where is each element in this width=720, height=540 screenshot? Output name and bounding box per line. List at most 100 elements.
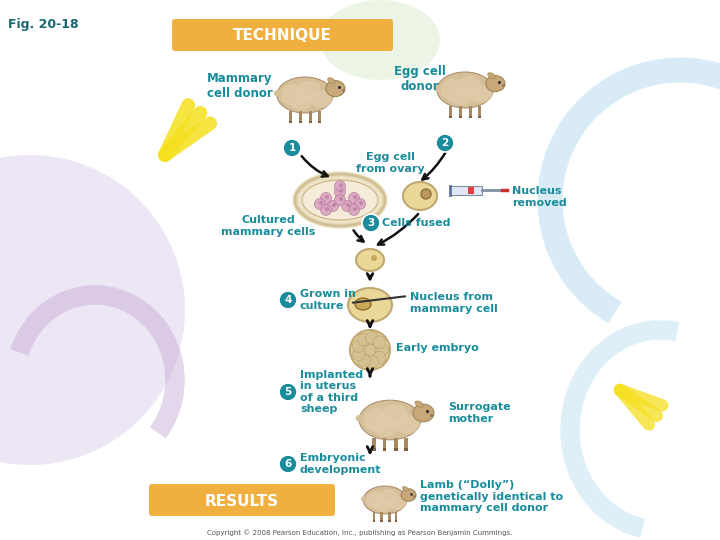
Bar xyxy=(388,512,390,521)
Circle shape xyxy=(376,343,389,356)
Ellipse shape xyxy=(355,298,371,310)
Bar xyxy=(459,116,462,118)
Ellipse shape xyxy=(320,0,440,80)
Circle shape xyxy=(320,192,331,204)
Ellipse shape xyxy=(302,180,378,220)
Circle shape xyxy=(348,205,359,215)
Ellipse shape xyxy=(373,417,398,437)
Circle shape xyxy=(339,189,343,193)
Circle shape xyxy=(325,195,329,199)
Text: Early embryo: Early embryo xyxy=(396,343,479,353)
Bar xyxy=(372,448,376,451)
Text: Embryonic
development: Embryonic development xyxy=(300,453,382,475)
Ellipse shape xyxy=(328,78,335,84)
Circle shape xyxy=(353,207,357,211)
Circle shape xyxy=(339,183,343,187)
Circle shape xyxy=(373,336,386,349)
Bar xyxy=(395,512,397,521)
Bar xyxy=(383,437,387,450)
Bar xyxy=(468,187,474,194)
Ellipse shape xyxy=(381,404,408,427)
Circle shape xyxy=(341,200,353,212)
Bar xyxy=(450,186,482,195)
Circle shape xyxy=(315,199,325,210)
FancyBboxPatch shape xyxy=(172,19,393,51)
Circle shape xyxy=(366,332,379,345)
Bar xyxy=(289,111,292,122)
Circle shape xyxy=(359,201,363,205)
Text: Mammary
cell donor: Mammary cell donor xyxy=(207,72,273,100)
Text: Egg cell
from ovary: Egg cell from ovary xyxy=(356,152,424,174)
Bar xyxy=(373,512,375,521)
Bar xyxy=(449,106,452,117)
Ellipse shape xyxy=(395,415,420,434)
Bar xyxy=(299,120,302,123)
Ellipse shape xyxy=(413,404,434,422)
Ellipse shape xyxy=(361,496,367,501)
Ellipse shape xyxy=(433,85,442,92)
Text: 2: 2 xyxy=(441,138,449,148)
Bar xyxy=(309,111,312,122)
Ellipse shape xyxy=(359,400,420,440)
Ellipse shape xyxy=(289,92,312,110)
Ellipse shape xyxy=(366,491,385,509)
Bar xyxy=(469,106,472,117)
Ellipse shape xyxy=(281,84,305,106)
Text: Fig. 20-18: Fig. 20-18 xyxy=(8,18,78,31)
Circle shape xyxy=(348,192,359,204)
Text: 3: 3 xyxy=(367,218,374,228)
Ellipse shape xyxy=(274,90,282,97)
Ellipse shape xyxy=(450,87,472,105)
Ellipse shape xyxy=(356,415,364,422)
Text: Nucleus from
mammary cell: Nucleus from mammary cell xyxy=(410,292,498,314)
Ellipse shape xyxy=(457,76,481,97)
Ellipse shape xyxy=(487,73,495,78)
Text: Copyright © 2008 Pearson Education, Inc., publishing as Pearson Benjamin Cumming: Copyright © 2008 Pearson Education, Inc.… xyxy=(207,529,513,536)
Ellipse shape xyxy=(364,408,390,433)
Text: RESULTS: RESULTS xyxy=(205,494,279,509)
Bar xyxy=(299,111,302,122)
Bar xyxy=(388,520,390,522)
Bar xyxy=(380,520,382,522)
Bar xyxy=(404,437,408,450)
Text: 1: 1 xyxy=(289,143,296,153)
Ellipse shape xyxy=(297,80,321,102)
Circle shape xyxy=(352,340,365,353)
Text: 6: 6 xyxy=(284,459,292,469)
Circle shape xyxy=(421,189,431,199)
Ellipse shape xyxy=(470,85,492,103)
Ellipse shape xyxy=(356,249,384,271)
Ellipse shape xyxy=(373,498,390,512)
Circle shape xyxy=(373,351,386,364)
Ellipse shape xyxy=(437,72,493,108)
Text: Egg cell
donor: Egg cell donor xyxy=(394,65,446,93)
Ellipse shape xyxy=(415,401,423,407)
Circle shape xyxy=(436,134,454,152)
Bar xyxy=(309,120,312,123)
Ellipse shape xyxy=(295,174,385,226)
Text: Grown in
culture: Grown in culture xyxy=(300,289,356,311)
Ellipse shape xyxy=(379,489,397,505)
Bar xyxy=(459,106,462,117)
Bar xyxy=(383,448,387,451)
Circle shape xyxy=(350,330,390,370)
Bar xyxy=(373,520,375,522)
Bar xyxy=(478,106,481,117)
Bar xyxy=(449,116,452,118)
Circle shape xyxy=(371,255,377,261)
Bar xyxy=(318,120,321,123)
Circle shape xyxy=(279,291,297,309)
Ellipse shape xyxy=(402,487,408,491)
Bar xyxy=(318,111,321,122)
Text: Cultured
mammary cells: Cultured mammary cells xyxy=(221,215,315,237)
Ellipse shape xyxy=(325,80,345,97)
Circle shape xyxy=(335,186,346,198)
Circle shape xyxy=(362,214,380,232)
Text: Nucleus
removed: Nucleus removed xyxy=(512,186,567,207)
Circle shape xyxy=(332,203,336,207)
Circle shape xyxy=(352,348,365,361)
Circle shape xyxy=(325,207,329,211)
Ellipse shape xyxy=(348,288,392,322)
Circle shape xyxy=(366,355,379,368)
Ellipse shape xyxy=(486,76,505,92)
